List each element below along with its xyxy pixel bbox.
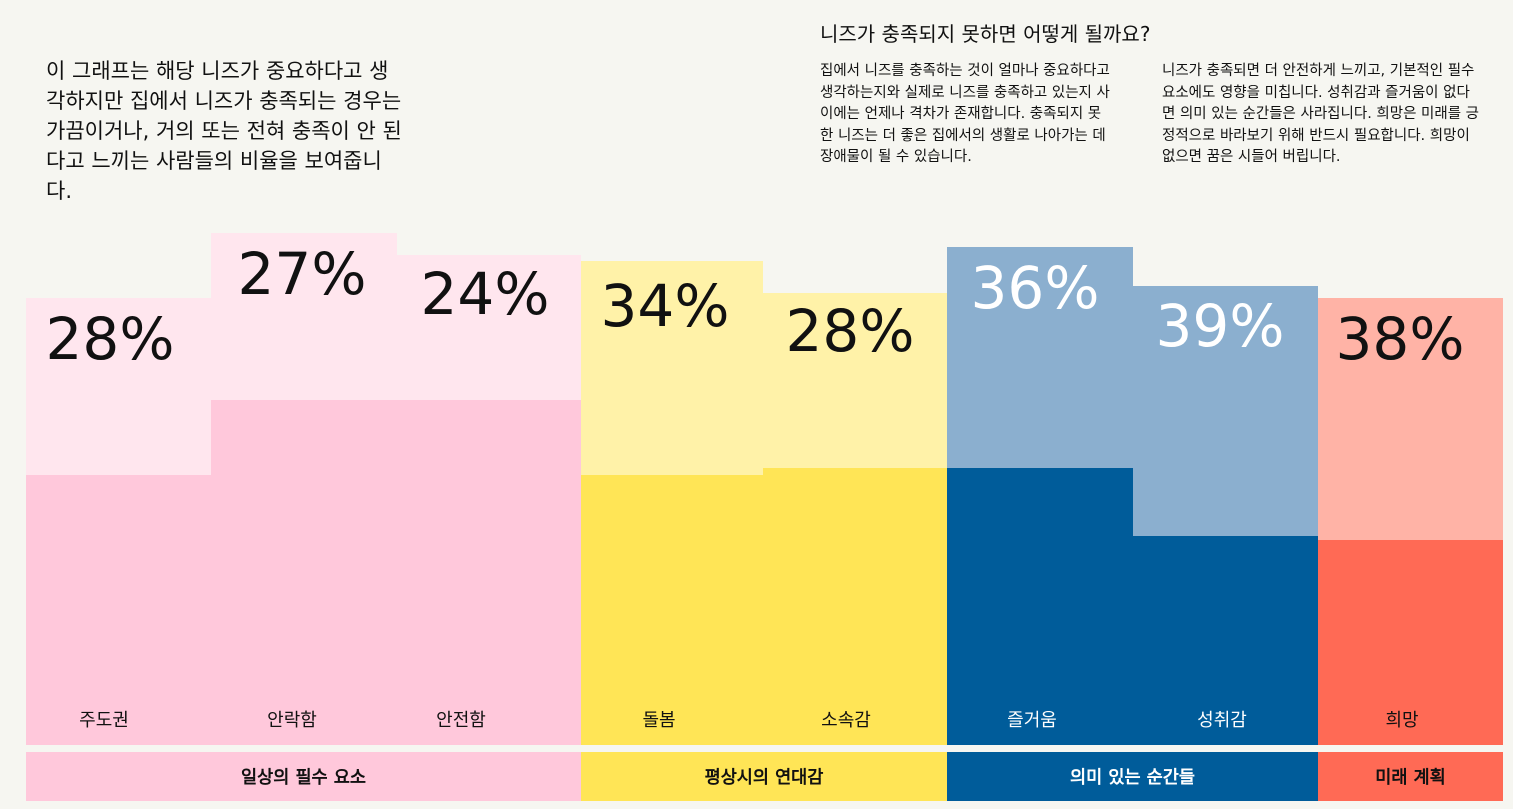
- group-label-4: 미래 계획: [1375, 768, 1446, 788]
- bar-lower-7: [1133, 536, 1318, 745]
- category-label-4: 돌봄: [642, 710, 675, 731]
- side-heading: 니즈가 충족되지 못하면 어떻게 될까요?: [820, 22, 1151, 46]
- group-band-1: [26, 752, 581, 801]
- value-label-3: 24%: [421, 260, 550, 328]
- value-label-1: 28%: [46, 305, 175, 373]
- bar-lower-4: [581, 475, 763, 745]
- category-label-5: 소속감: [821, 710, 871, 731]
- group-band-4: [1318, 752, 1503, 801]
- bar-lower-3: [397, 400, 581, 745]
- value-label-4: 34%: [601, 272, 730, 340]
- value-label-5: 28%: [786, 297, 915, 365]
- category-label-8: 희망: [1385, 710, 1418, 731]
- bar-lower-6: [947, 468, 1133, 745]
- value-label-6: 36%: [971, 254, 1100, 322]
- bar-lower-5: [763, 468, 947, 745]
- value-label-8: 38%: [1336, 305, 1465, 373]
- value-label-7: 39%: [1156, 292, 1285, 360]
- group-band-3: [947, 752, 1318, 801]
- chart-description: 이 그래프는 해당 니즈가 중요하다고 생각하지만 집에서 니즈가 충족되는 경…: [46, 59, 402, 203]
- bar-lower-2: [211, 400, 397, 745]
- bar-lower-1: [26, 475, 211, 745]
- side-paragraph-effects: 니즈가 충족되면 더 안전하게 느끼고, 기본적인 필수 요소에도 영향을 미칩…: [1162, 63, 1480, 166]
- group-band-2: [581, 752, 947, 801]
- category-label-2: 안락함: [267, 710, 317, 731]
- side-paragraph-gap: 집에서 니즈를 충족하는 것이 얼마나 중요하다고 생각하는지와 실제로 니즈를…: [820, 63, 1110, 166]
- bar-lower-8: [1318, 540, 1503, 745]
- value-label-2: 27%: [238, 240, 367, 308]
- category-label-6: 즐거움: [1007, 710, 1057, 731]
- category-label-7: 성취감: [1197, 710, 1247, 731]
- category-label-3: 안전함: [436, 710, 486, 731]
- category-label-1: 주도권: [79, 710, 129, 731]
- group-label-1: 일상의 필수 요소: [241, 768, 366, 788]
- group-label-3: 의미 있는 순간들: [1070, 768, 1195, 788]
- group-label-2: 평상시의 연대감: [705, 768, 824, 788]
